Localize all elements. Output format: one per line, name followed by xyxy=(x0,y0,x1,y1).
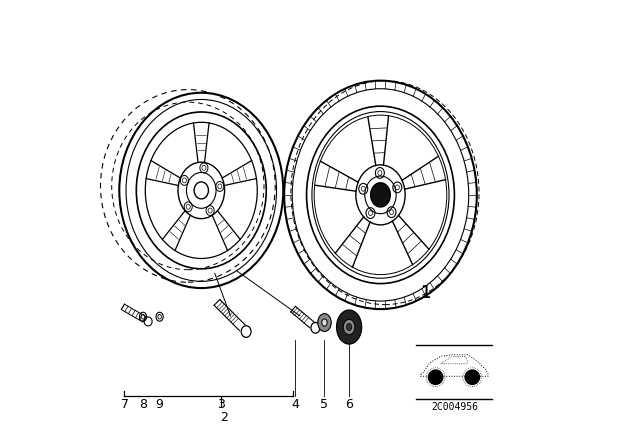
Circle shape xyxy=(465,370,479,384)
Text: 5: 5 xyxy=(321,397,328,411)
Text: 1: 1 xyxy=(420,284,430,302)
Ellipse shape xyxy=(346,323,352,331)
Text: 6: 6 xyxy=(345,397,353,411)
Ellipse shape xyxy=(337,310,362,344)
Ellipse shape xyxy=(322,319,327,326)
Text: 2: 2 xyxy=(220,411,228,424)
Text: 7: 7 xyxy=(121,397,129,411)
Ellipse shape xyxy=(317,314,332,332)
Ellipse shape xyxy=(371,183,390,207)
Text: 9: 9 xyxy=(156,397,164,411)
Circle shape xyxy=(428,370,443,384)
Text: 1: 1 xyxy=(420,284,431,302)
Text: 4: 4 xyxy=(291,397,300,411)
Text: 8: 8 xyxy=(139,397,147,411)
Text: 3: 3 xyxy=(218,397,225,411)
Ellipse shape xyxy=(343,319,355,335)
Text: 2C004956: 2C004956 xyxy=(431,402,478,412)
